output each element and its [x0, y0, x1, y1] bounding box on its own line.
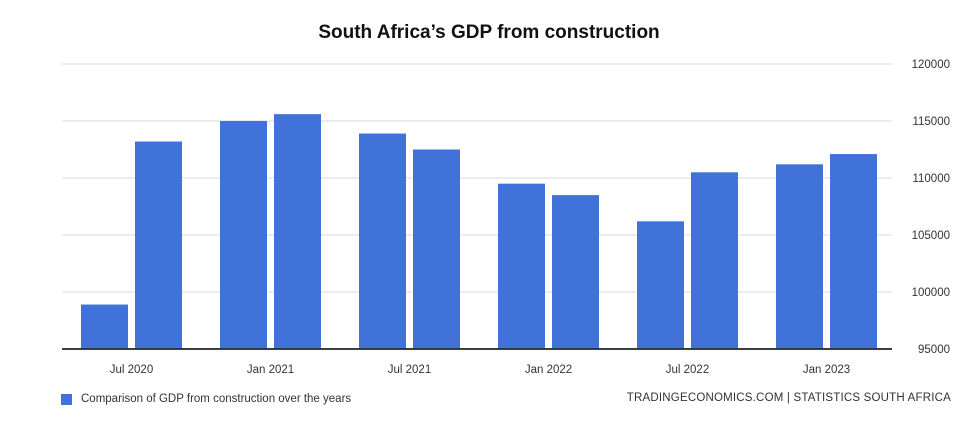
bar: [135, 141, 182, 349]
x-tick-label: Jul 2022: [666, 364, 709, 376]
bar: [637, 221, 684, 349]
chart-title: South Africa’s GDP from construction: [318, 22, 660, 43]
bar: [274, 114, 321, 349]
y-tick-label: 110000: [912, 173, 950, 185]
y-tick-label: 100000: [912, 287, 950, 299]
y-tick-label: 120000: [912, 59, 950, 71]
legend-label: Comparison of GDP from construction over…: [81, 393, 352, 405]
y-tick-label: 105000: [912, 230, 950, 242]
x-tick-label: Jan 2022: [525, 364, 572, 376]
bar: [552, 195, 599, 349]
bar: [776, 164, 823, 349]
legend-swatch: [61, 393, 72, 405]
x-tick-label: Jan 2021: [247, 364, 294, 376]
bar: [413, 149, 460, 349]
bar: [220, 121, 267, 349]
bar: [830, 154, 877, 349]
bar: [359, 133, 406, 349]
source-credit: TRADINGECONOMICS.COM | STATISTICS SOUTH …: [626, 392, 951, 404]
y-tick-label: 95000: [918, 344, 950, 356]
bar: [498, 183, 545, 349]
bar: [81, 304, 128, 349]
x-tick-label: Jan 2023: [803, 364, 850, 376]
x-tick-label: Jul 2020: [110, 364, 153, 376]
bar: [691, 172, 738, 349]
y-tick-label: 115000: [912, 116, 950, 128]
legend: Comparison of GDP from construction over…: [61, 393, 351, 405]
x-tick-label: Jul 2021: [388, 364, 431, 376]
